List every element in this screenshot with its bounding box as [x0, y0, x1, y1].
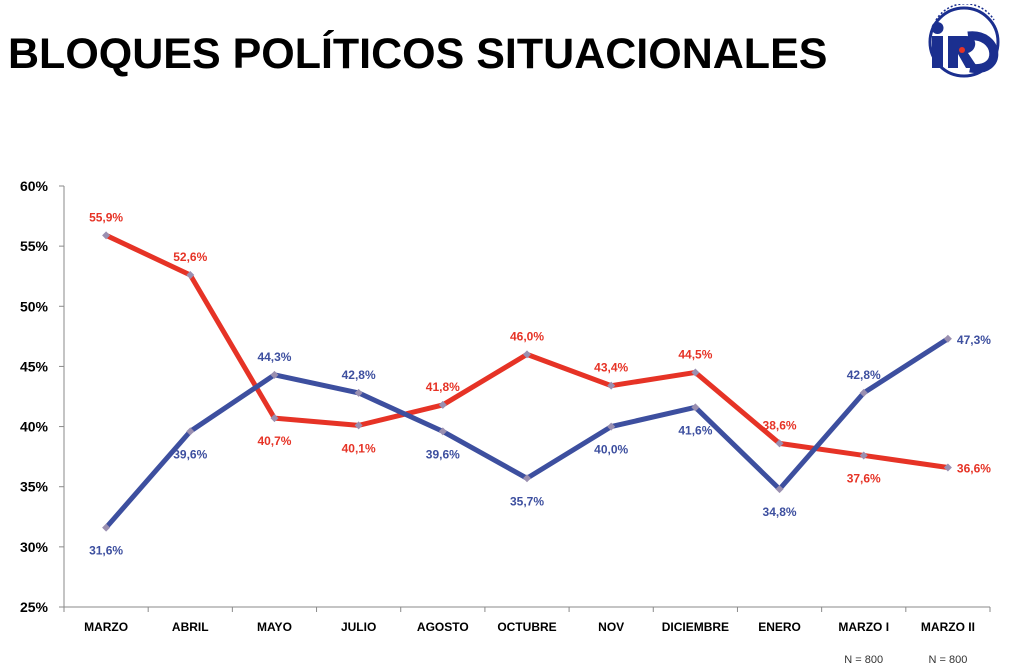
- x-tick-label: NOV: [598, 620, 624, 634]
- data-point: [775, 485, 784, 494]
- x-tick-label: MARZO II: [921, 620, 975, 634]
- data-point: [438, 427, 447, 436]
- data-point: [943, 463, 952, 472]
- data-label: 39,6%: [426, 447, 460, 461]
- data-point: [859, 388, 868, 397]
- chart-series: [102, 231, 952, 532]
- y-tick-label: 35%: [20, 479, 49, 495]
- data-label: 47,3%: [957, 333, 991, 347]
- data-point: [102, 523, 111, 532]
- data-point: [523, 474, 531, 483]
- sample-size-notes: N = 800 N = 800: [844, 654, 967, 666]
- data-label: 42,8%: [342, 368, 376, 382]
- x-tick-label: AGOSTO: [417, 620, 469, 634]
- data-label: 44,3%: [257, 350, 291, 364]
- data-label: 44,5%: [678, 347, 712, 361]
- data-point: [102, 231, 111, 240]
- data-point: [354, 421, 363, 430]
- x-tick-label: ENERO: [758, 620, 801, 634]
- x-tick-label: MARZO I: [838, 620, 889, 634]
- ird-logo-icon: [928, 4, 1000, 78]
- data-point: [270, 414, 279, 423]
- y-axis-ticks: 25% 30% 35% 40% 45% 50% 55% 60%: [20, 178, 64, 615]
- data-label: 34,8%: [763, 505, 797, 519]
- data-label: 35,7%: [510, 494, 544, 508]
- data-point: [775, 439, 784, 448]
- y-tick-label: 50%: [20, 298, 49, 314]
- data-point: [943, 334, 952, 343]
- chart-axes: [63, 186, 990, 608]
- y-tick-label: 45%: [20, 358, 49, 374]
- y-tick-label: 40%: [20, 419, 49, 435]
- data-label: 38,6%: [763, 418, 797, 432]
- x-tick-label: MAYO: [257, 620, 292, 634]
- data-point: [523, 350, 531, 359]
- data-label: 55,9%: [89, 210, 123, 224]
- y-tick-label: 30%: [20, 539, 49, 555]
- data-label: 40,0%: [594, 443, 628, 457]
- data-point: [859, 451, 868, 460]
- y-tick-label: 60%: [20, 178, 49, 194]
- data-label: 39,6%: [173, 447, 207, 461]
- data-point: [691, 403, 700, 412]
- x-tick-label: JULIO: [341, 620, 376, 634]
- data-point: [607, 422, 616, 431]
- x-tick-label: OCTUBRE: [497, 620, 556, 634]
- data-label: 40,7%: [257, 434, 291, 448]
- data-labels: 55,9% 31,6% 52,6% 39,6% 40,7% 44,3% 40,1% 42,8%…: [89, 210, 991, 557]
- x-tick-label: DICIEMBRE: [662, 620, 729, 634]
- page-title: BLOQUES POLÍTICOS SITUACIONALES: [8, 30, 828, 78]
- data-label: 37,6%: [847, 471, 881, 485]
- data-label: 43,4%: [594, 361, 628, 375]
- data-label: 41,8%: [426, 380, 460, 394]
- data-point: [607, 381, 616, 390]
- data-point: [270, 370, 279, 379]
- y-tick-label: 55%: [20, 238, 49, 254]
- data-label: 40,1%: [342, 441, 376, 455]
- data-point: [354, 388, 363, 397]
- x-axis-labels: MARZO ABRIL MAYO JULIO AGOSTO OCTUBRE NOV DICIE…: [63, 607, 991, 634]
- data-label: 46,0%: [510, 329, 544, 343]
- y-tick-label: 25%: [20, 599, 49, 615]
- data-label: 41,6%: [678, 423, 712, 437]
- data-label: 31,6%: [89, 544, 123, 558]
- data-label: 36,6%: [957, 461, 991, 475]
- sample-size-note: N = 800: [844, 654, 883, 666]
- data-point: [186, 271, 195, 280]
- x-tick-label: ABRIL: [172, 620, 209, 634]
- x-tick-label: MARZO: [84, 620, 128, 634]
- data-label: 52,6%: [173, 250, 207, 264]
- data-point: [186, 427, 195, 436]
- data-label: 42,8%: [847, 368, 881, 382]
- data-point: [691, 368, 700, 377]
- sample-size-note: N = 800: [928, 654, 967, 666]
- data-point: [438, 400, 447, 409]
